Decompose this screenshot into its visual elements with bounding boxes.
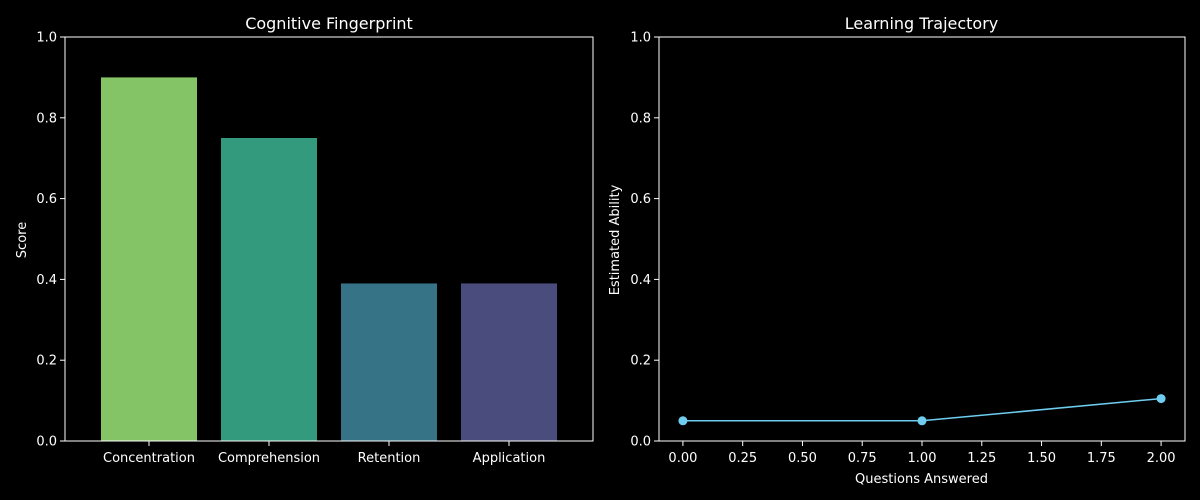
y-tick-label: 0.6 (630, 192, 651, 207)
x-tick-label: 1.50 (1027, 451, 1056, 466)
y-tick-label: 0.6 (36, 192, 57, 207)
y-axis-label: Estimated Ability (608, 184, 623, 295)
x-tick-label: Comprehension (218, 451, 320, 466)
x-tick-label: 1.00 (908, 451, 937, 466)
y-tick-label: 0.8 (630, 111, 651, 126)
cognitive-fingerprint-chart: Cognitive Fingerprint Score 0.0 0.2 0.4 0.6… (15, 14, 594, 467)
y-tick-label: 0.4 (36, 273, 57, 288)
learning-trajectory-chart: Learning Trajectory Questions Answered E… (608, 14, 1186, 487)
trajectory-point (917, 416, 927, 426)
chart-title: Cognitive Fingerprint (245, 14, 413, 33)
chart-title: Learning Trajectory (845, 14, 999, 33)
x-tick-label: Retention (358, 451, 421, 466)
series (678, 394, 1166, 426)
axis-ticks: 0.0 0.2 0.4 0.6 0.8 1.0 0.00 0.25 0.50 0.75 1.00 1.… (630, 31, 1175, 467)
axis-ticks: 0.0 0.2 0.4 0.6 0.8 1.0 Concentration Comprehen… (36, 31, 545, 467)
x-axis-label: Questions Answered (855, 472, 988, 487)
y-tick-label: 0.0 (630, 435, 651, 450)
bar-retention (341, 283, 437, 441)
plot-frame (658, 36, 1186, 442)
x-tick-label: 0.00 (668, 451, 697, 466)
y-tick-label: 0.8 (36, 111, 57, 126)
y-tick-label: 1.0 (36, 31, 57, 46)
x-tick-label: Concentration (103, 451, 195, 466)
trajectory-point (678, 416, 688, 426)
x-tick-label: 0.25 (728, 451, 757, 466)
trajectory-point (1156, 394, 1166, 404)
x-tick-label: 0.50 (788, 451, 817, 466)
y-tick-label: 1.0 (630, 31, 651, 46)
bar-concentration (101, 77, 197, 442)
x-tick-label: 1.25 (967, 451, 996, 466)
x-tick-label: Application (473, 451, 546, 466)
y-tick-label: 0.4 (630, 273, 651, 288)
x-tick-label: 1.75 (1087, 451, 1116, 466)
y-tick-label: 0.2 (36, 354, 57, 369)
y-tick-label: 0.2 (630, 354, 651, 369)
bar-application (461, 283, 557, 441)
x-tick-label: 0.75 (848, 451, 877, 466)
plot-frame (64, 36, 594, 442)
bar-comprehension (221, 138, 317, 441)
y-axis-label: Score (15, 222, 30, 258)
y-tick-label: 0.0 (36, 435, 57, 450)
x-tick-label: 2.00 (1147, 451, 1176, 466)
bars (101, 77, 557, 442)
